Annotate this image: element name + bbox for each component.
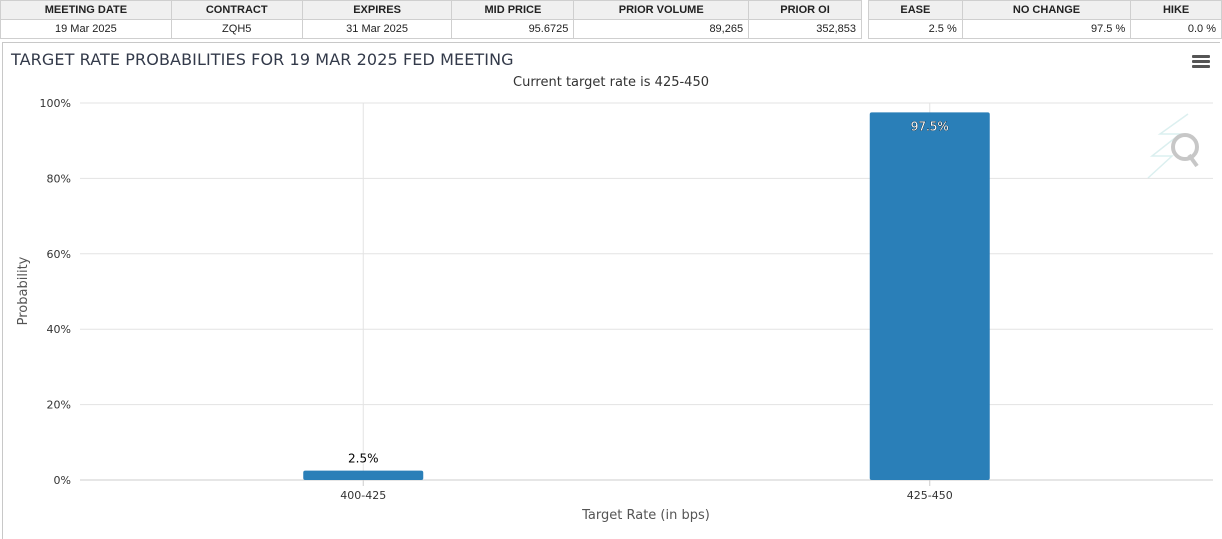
probability-row: 2.5 % 97.5 % 0.0 % — [868, 19, 1222, 39]
label-layer: 0% 20% 40% 60% 80% 100% 400-425 2.5% 425-450 97.5… — [40, 97, 953, 502]
header-meeting-date: MEETING DATE — [0, 0, 172, 20]
cell-no-change: 97.5 % — [961, 19, 1132, 39]
cell-hike: 0.0 % — [1130, 19, 1222, 39]
header-contract: CONTRACT — [170, 0, 303, 20]
menu-line — [1192, 65, 1210, 68]
cell-mid-price: 95.6725 — [451, 19, 575, 39]
chart-subtitle: Current target rate is 425-450 — [513, 75, 709, 90]
y-tick-label: 60% — [47, 248, 71, 261]
chart-container — [2, 42, 1220, 539]
data-label: 2.5% — [348, 452, 379, 466]
cell-contract: ZQH5 — [170, 19, 303, 39]
meeting-info-table: MEETING DATE CONTRACT EXPIRES MID PRICE … — [0, 0, 862, 39]
header-hike: HIKE — [1130, 0, 1222, 20]
chart-title: TARGET RATE PROBABILITIES FOR 19 MAR 202… — [11, 50, 514, 69]
x-axis-title: Target Rate (in bps) — [581, 508, 710, 523]
header-expires: EXPIRES — [301, 0, 453, 20]
cell-prior-oi: 352,853 — [748, 19, 862, 39]
y-tick-label: 80% — [47, 172, 71, 185]
x-tick-label: 425-450 — [907, 489, 953, 502]
cell-ease: 2.5 % — [868, 19, 963, 39]
y-tick-label: 0% — [54, 474, 71, 487]
watermark-logo-icon — [1147, 113, 1199, 179]
y-tick-label: 20% — [47, 399, 71, 412]
cell-meeting-date: 19 Mar 2025 — [0, 19, 172, 39]
cell-expires: 31 Mar 2025 — [301, 19, 453, 39]
menu-line — [1192, 60, 1210, 63]
y-tick-label: 40% — [47, 323, 71, 336]
probability-table: EASE NO CHANGE HIKE 2.5 % 97.5 % 0.0 % — [868, 0, 1222, 39]
y-tick-label: 100% — [40, 97, 71, 110]
x-tick-label: 400-425 — [340, 489, 386, 502]
grid-layer — [80, 102, 1213, 486]
cell-prior-volume: 89,265 — [573, 19, 750, 39]
bar-425-450[interactable] — [869, 112, 990, 481]
probability-header-row: EASE NO CHANGE HIKE — [868, 0, 1222, 20]
meeting-info-header-row: MEETING DATE CONTRACT EXPIRES MID PRICE … — [0, 0, 862, 20]
menu-line — [1192, 55, 1210, 58]
bar-layer — [303, 112, 990, 481]
chart-menu-icon[interactable] — [1192, 55, 1210, 69]
header-no-change: NO CHANGE — [961, 0, 1132, 20]
header-prior-volume: PRIOR VOLUME — [573, 0, 750, 20]
bar-400-425[interactable] — [303, 470, 424, 480]
meeting-info-row: 19 Mar 2025 ZQH5 31 Mar 2025 95.6725 89,… — [0, 19, 862, 39]
data-label: 97.5% — [911, 119, 949, 133]
y-axis-title: Probability — [16, 256, 31, 325]
header-ease: EASE — [868, 0, 963, 20]
header-prior-oi: PRIOR OI — [748, 0, 862, 20]
